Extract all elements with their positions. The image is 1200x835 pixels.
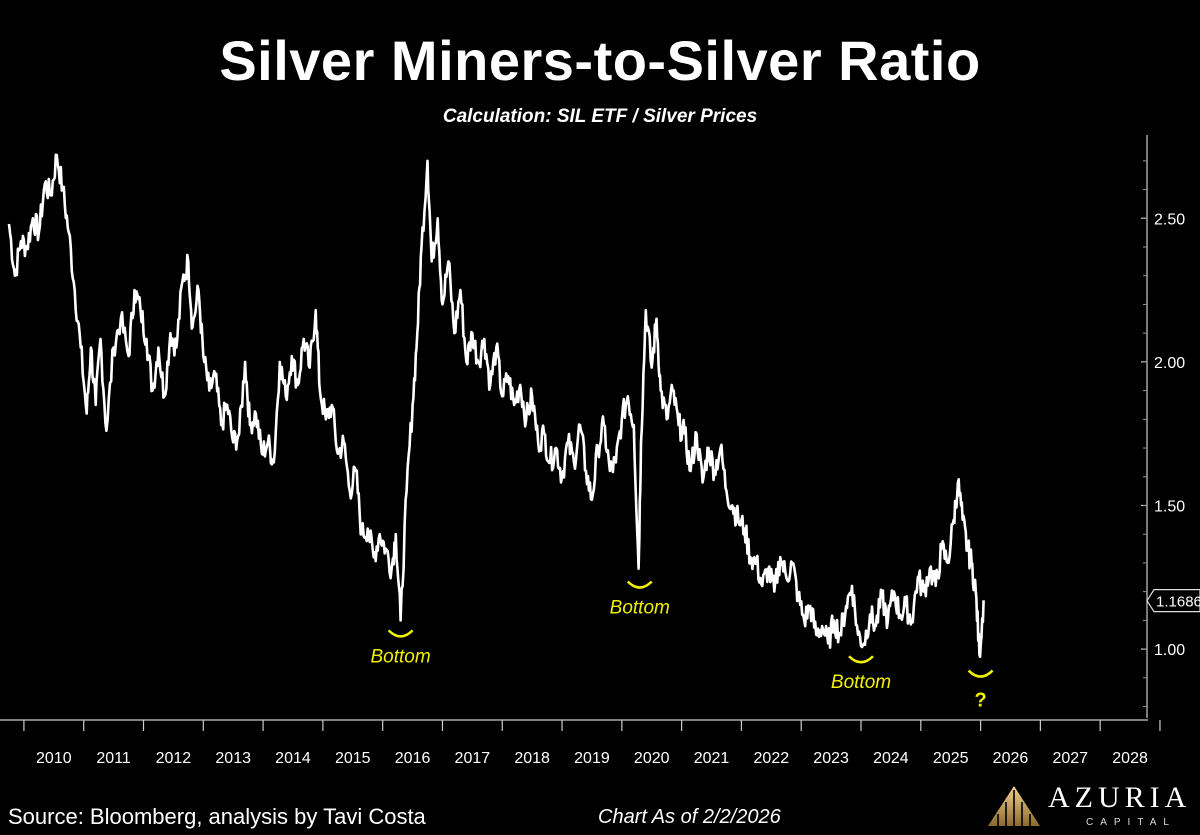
x-tick-label: 2018 [514,750,550,767]
chart-title: Silver Miners-to-Silver Ratio [219,29,981,92]
y-tick-label: 2.50 [1154,211,1185,228]
annotation-label: Bottom [371,646,431,667]
x-tick-label: 2027 [1052,750,1088,767]
logo-subtitle: CAPITAL [1086,817,1176,828]
annotation-label: ? [974,690,986,712]
annotation-label: Bottom [610,598,670,619]
bottom-arc-marker [387,629,414,638]
x-tick-label: 2022 [754,750,790,767]
y-tick-label: 1.00 [1154,642,1185,659]
x-tick-label: 2028 [1112,750,1148,767]
series-line [7,153,985,659]
x-tick-label: 2014 [275,750,311,767]
x-tick-label: 2020 [634,750,670,767]
last-value-tag [1146,589,1200,613]
x-tick-label: 2016 [395,750,431,767]
chart-subtitle: Calculation: SIL ETF / Silver Prices [442,106,758,127]
chart-date-note: Chart As of 2/2/2026 [598,806,781,828]
x-tick-label: 2011 [96,750,131,767]
bottom-arc-marker [967,669,994,678]
logo-name: AZURIA [1048,781,1192,814]
azuria-logo: AZURIA CAPITAL [978,780,1200,835]
y-tick-label: 2.00 [1154,355,1185,372]
x-tick-label: 2019 [574,750,610,767]
x-tick-label: 2017 [455,750,491,767]
x-tick-label: 2023 [813,750,849,767]
source-note: Source: Bloomberg, analysis by Tavi Cost… [8,804,426,829]
y-tick-label: 1.50 [1154,498,1185,515]
x-tick-label: 2026 [993,750,1029,767]
x-tick-label: 2015 [335,750,371,767]
x-tick-label: 2025 [933,750,969,767]
x-tick-label: 2012 [156,750,192,767]
bottom-arc-marker [626,580,653,589]
x-tick-label: 2013 [215,750,251,767]
bottom-arc-marker [848,655,874,664]
x-tick-label: 2021 [694,750,730,767]
last-value-label: 1.1686 [1156,594,1200,611]
annotation-label: Bottom [831,672,891,693]
x-tick-label: 2024 [873,750,909,767]
logo-mark-icon [988,786,1040,826]
x-tick-label: 2010 [36,750,72,767]
